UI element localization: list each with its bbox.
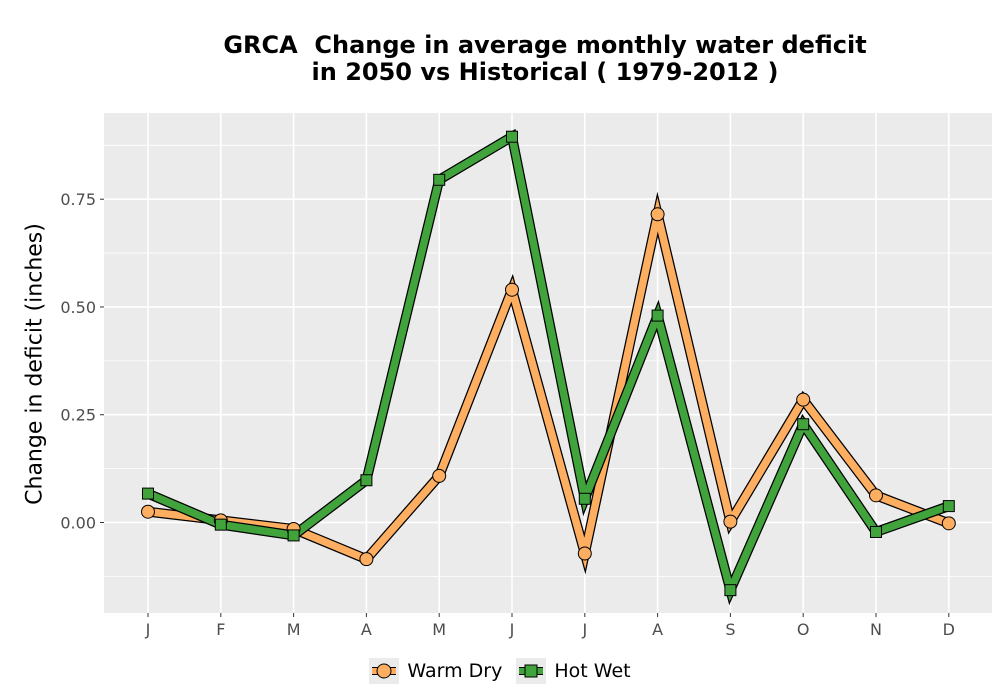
x-tick-label: S <box>725 620 735 639</box>
y-tick-label: 0.00 <box>60 513 96 532</box>
x-tick-label: M <box>432 620 446 639</box>
y-tick-label: 0.25 <box>60 406 96 425</box>
data-point-warm-dry <box>941 516 956 531</box>
data-point-warm-dry <box>650 207 665 222</box>
data-point-hot-wet <box>797 418 810 431</box>
axis-ticks: 0.00 0.25 0.50 0.75 J F M A M J J A S O N D <box>60 190 955 639</box>
x-tick-label: D <box>943 620 955 639</box>
legend-label-hot-wet: Hot Wet <box>554 660 631 682</box>
data-point-warm-dry <box>796 392 811 407</box>
legend-key-hot-wet <box>516 658 547 684</box>
data-point-hot-wet <box>724 584 737 597</box>
series-line-0 <box>147 197 951 570</box>
legend-label-warm-dry: Warm Dry <box>407 660 503 682</box>
data-point-hot-wet <box>433 173 446 186</box>
data-point-hot-wet <box>506 130 518 143</box>
data-point-hot-wet <box>142 487 154 500</box>
x-tick-label: A <box>361 620 372 639</box>
data-point-warm-dry <box>141 504 155 519</box>
chart-title-line2: in 2050 vs Historical ( 1979-2012 ) <box>311 58 779 86</box>
x-tick-label: M <box>287 620 301 639</box>
legend-item-warm-dry: Warm Dry <box>369 658 502 684</box>
x-tick-label: J <box>581 620 587 639</box>
chart-title-line1: GRCA Change in average monthly water def… <box>223 31 867 59</box>
x-tick-label: F <box>216 620 225 639</box>
data-point-hot-wet <box>651 309 664 322</box>
data-point-hot-wet <box>942 500 955 513</box>
y-tick-label: 0.75 <box>60 190 96 209</box>
plot-panel <box>104 113 992 613</box>
chart-title: GRCA Change in average monthly water def… <box>100 32 990 86</box>
legend-key-warm-dry <box>369 658 400 684</box>
data-point-hot-wet <box>360 474 373 487</box>
x-tick-label: N <box>870 620 882 639</box>
data-point-hot-wet <box>214 518 227 531</box>
data-point-warm-dry <box>869 488 883 503</box>
data-point-warm-dry <box>577 546 592 561</box>
x-tick-label: O <box>797 620 810 639</box>
x-tick-label: J <box>509 620 515 639</box>
series-group <box>141 128 956 606</box>
data-point-warm-dry <box>505 282 519 297</box>
y-tick-label: 0.50 <box>60 298 96 317</box>
series-line-1 <box>146 130 951 602</box>
legend: Warm Dry Hot Wet <box>0 658 1000 684</box>
legend-item-hot-wet: Hot Wet <box>516 658 631 684</box>
data-point-warm-dry <box>723 514 738 529</box>
data-point-warm-dry <box>432 468 447 483</box>
x-tick-label: A <box>652 620 663 639</box>
x-tick-label: J <box>145 620 151 639</box>
data-point-hot-wet <box>287 529 300 542</box>
data-point-hot-wet <box>870 525 882 538</box>
data-point-hot-wet <box>578 492 591 505</box>
grid-lines <box>104 113 992 613</box>
data-point-warm-dry <box>359 552 374 567</box>
